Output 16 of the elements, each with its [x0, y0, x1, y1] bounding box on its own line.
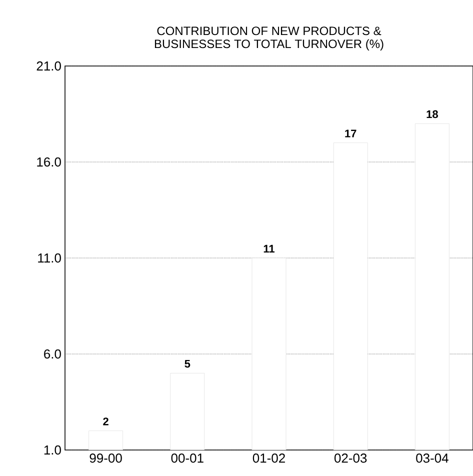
x-tick-label: 03-04 — [416, 454, 448, 463]
data-label: 18 — [426, 110, 438, 118]
y-tick-label: 16.0 — [37, 157, 61, 167]
x-tick-label: 99-00 — [90, 454, 122, 463]
y-tick-label: 1.0 — [44, 445, 61, 455]
data-label: 11 — [264, 244, 275, 252]
x-tick-label: 02-03 — [334, 454, 367, 463]
y-tick-label: 6.0 — [44, 349, 61, 359]
y-tick-label: 11.0 — [38, 253, 61, 263]
chart-title: CONTRIBUTION OF NEW PRODUCTS & BUSINESSES TO TOTAL TURNOVER (%) — [154, 26, 384, 50]
y-tick-label: 21.0 — [36, 61, 61, 71]
x-tick-label: 01-02 — [252, 454, 285, 463]
x-tick-label: 00-01 — [171, 454, 204, 463]
data-label: 17 — [345, 130, 356, 138]
data-label: 2 — [103, 418, 108, 426]
data-label: 5 — [184, 360, 190, 368]
